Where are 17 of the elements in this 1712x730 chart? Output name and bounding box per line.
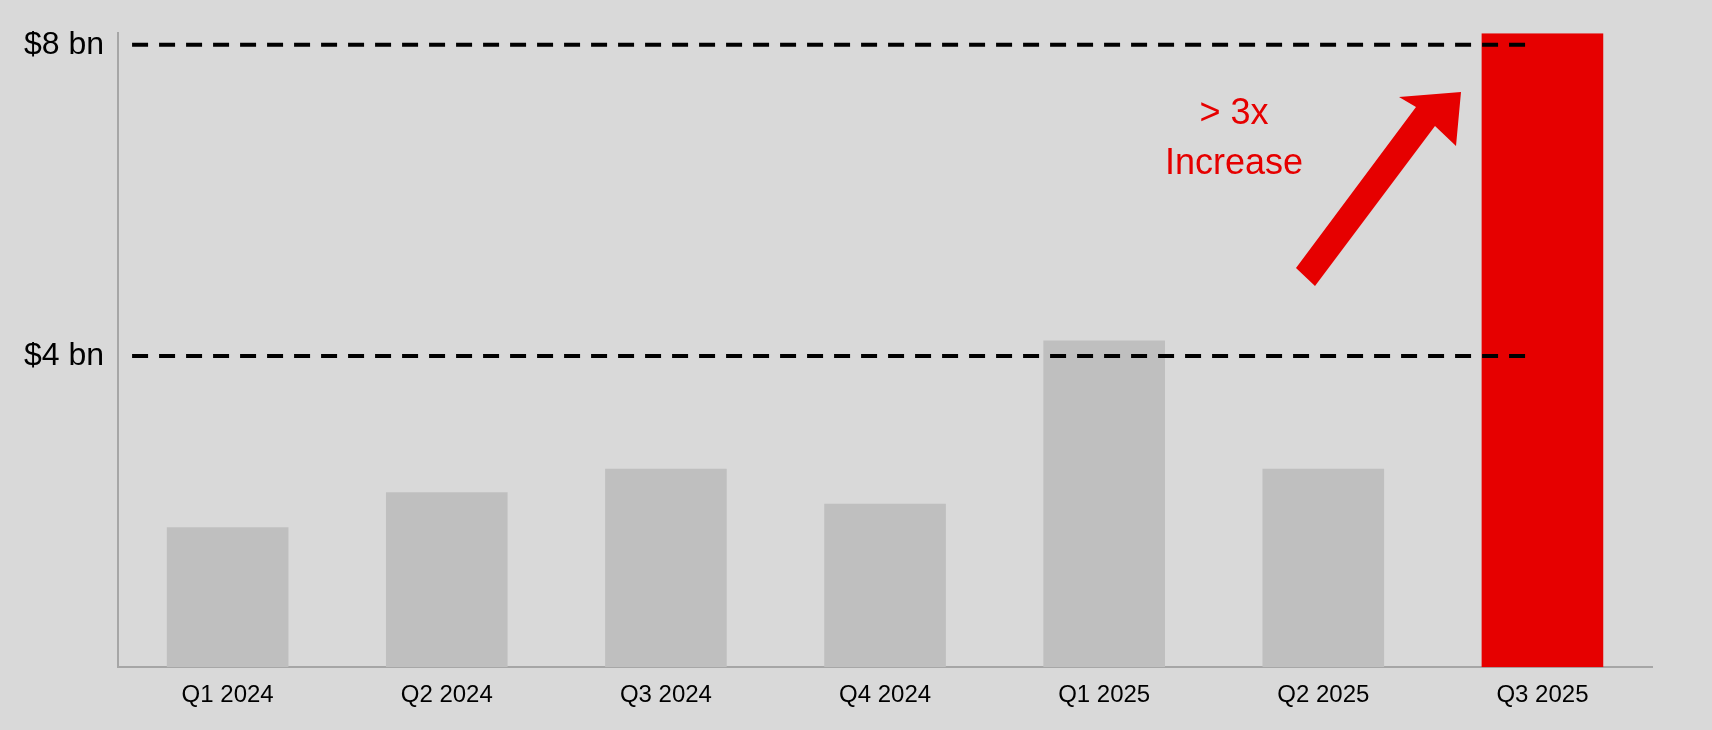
bar [1481, 33, 1604, 668]
x-tick-label: Q3 2024 [619, 680, 712, 708]
x-tick-label: Q1 2025 [1058, 680, 1151, 708]
bar [166, 527, 289, 668]
x-tick-label: Q1 2024 [181, 680, 274, 708]
bar [605, 468, 727, 668]
x-tick-label: Q3 2025 [1496, 680, 1589, 708]
x-tick-label: Q2 2025 [1277, 680, 1370, 708]
y-tick-label: $4 bn [24, 335, 105, 372]
x-tick-label: Q4 2024 [839, 680, 932, 708]
y-tick-label: $8 bn [24, 24, 105, 61]
annotation: > 3x Increase [1164, 90, 1304, 182]
bar [385, 492, 508, 668]
bar [1262, 468, 1385, 668]
x-tick-label: Q2 2024 [400, 680, 493, 708]
bar [824, 503, 946, 668]
bar [1043, 340, 1165, 668]
